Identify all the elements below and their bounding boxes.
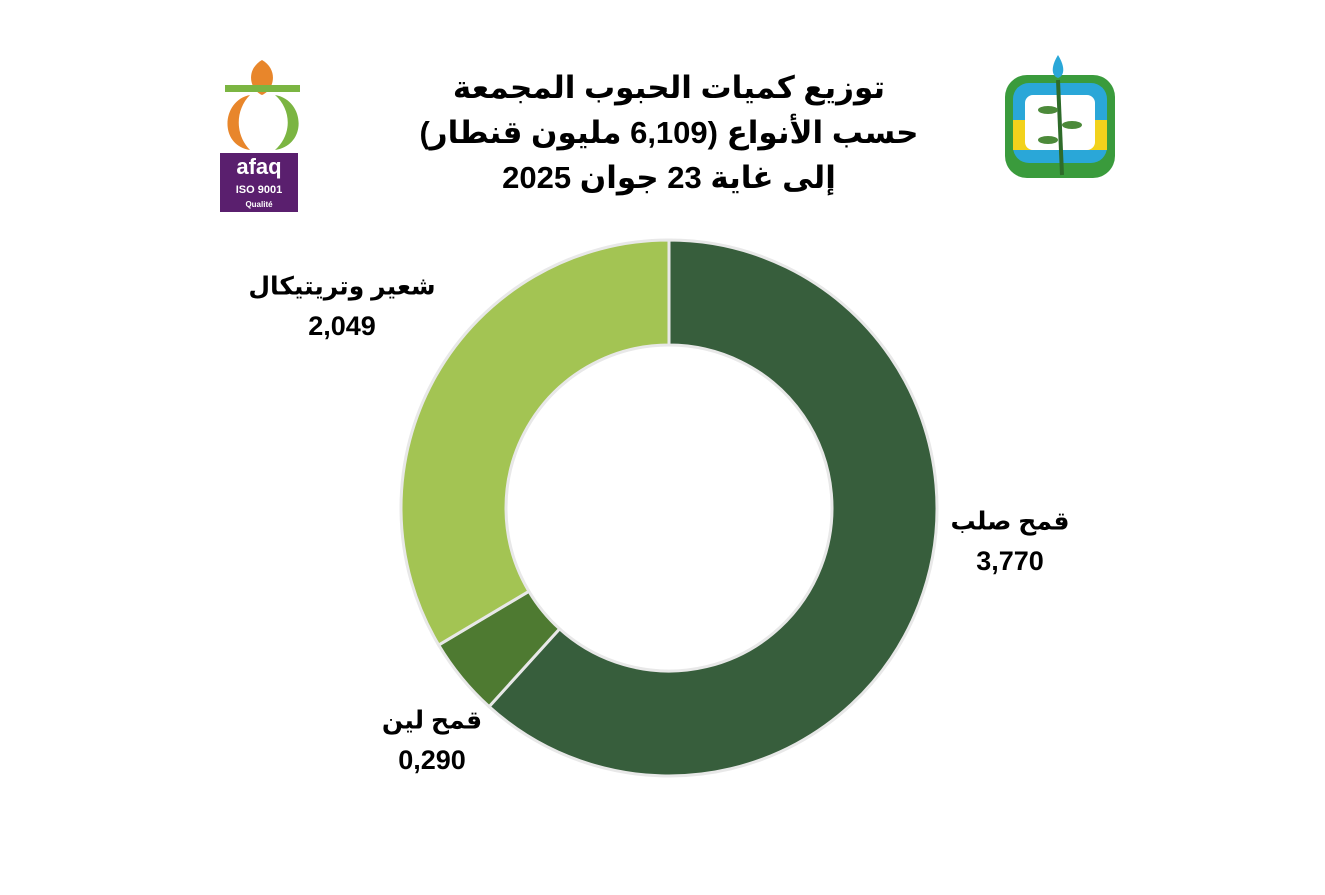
logo-shape <box>1038 136 1058 144</box>
slice-label: شعير وتريتيكال <box>248 273 435 302</box>
chart-title: توزيع كميات الحبوب المجمعة <box>453 70 885 106</box>
slice-label: قمح صلب <box>951 508 1070 537</box>
donut-slice <box>399 238 671 648</box>
afaq-logo: afaq ISO 9001 Qualité <box>220 60 300 212</box>
value-label: 0,290 <box>398 745 466 775</box>
logo-shape <box>227 95 250 150</box>
logo-text: Qualité <box>245 200 273 209</box>
chart-title: إلى غاية 23 جوان 2025 <box>502 160 836 196</box>
value-label: 2,049 <box>308 311 376 341</box>
logo-shape <box>225 85 300 92</box>
logo-box <box>220 153 298 212</box>
donut-slice <box>486 238 939 778</box>
logo-shape <box>275 95 299 150</box>
chart-title: حسب الأنواع (6,109 مليون قنطار) <box>419 113 918 151</box>
logo-text: afaq <box>236 154 281 179</box>
logo-shape <box>1038 106 1058 114</box>
slice-label: قمح لين <box>382 707 482 736</box>
logo-shape <box>1056 79 1064 176</box>
value-label: 3,770 <box>976 546 1044 576</box>
logo-shape <box>1052 55 1064 78</box>
logo-shape <box>1062 121 1082 129</box>
oaic-logo <box>1005 55 1115 178</box>
logo-text: ISO 9001 <box>236 184 282 196</box>
